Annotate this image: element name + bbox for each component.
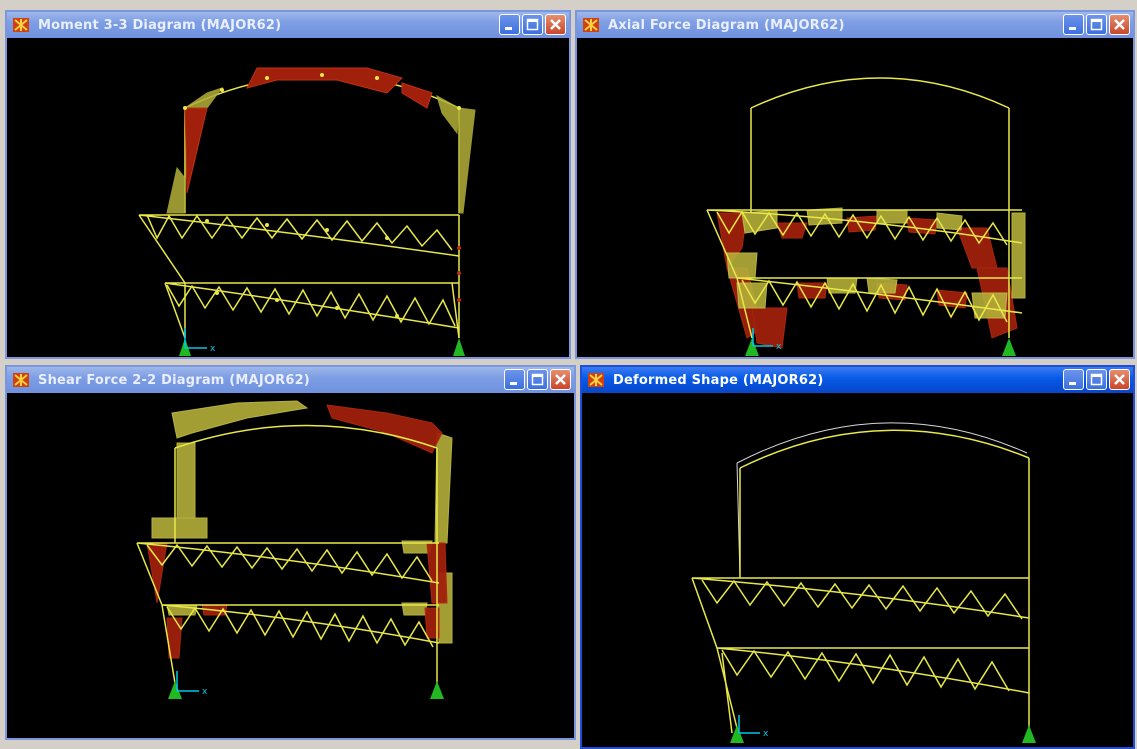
axial-diagram-canvas[interactable]: x <box>577 38 1133 357</box>
maximize-icon <box>1090 18 1103 31</box>
close-icon <box>555 374 566 385</box>
support-icon <box>168 681 182 699</box>
axis-icon <box>184 328 207 349</box>
axis-icon <box>176 671 199 692</box>
close-icon <box>1114 19 1125 30</box>
close-button[interactable] <box>1109 14 1130 35</box>
minimize-button[interactable] <box>499 14 520 35</box>
support-icon <box>453 338 465 356</box>
moment-diagram-canvas[interactable]: x <box>7 38 569 357</box>
axis-label: x <box>763 729 769 739</box>
minimize-button[interactable] <box>504 369 525 390</box>
support-icon <box>1002 338 1016 356</box>
deformed-shape-view: x <box>691 422 1036 743</box>
deformed-shape-canvas[interactable]: x <box>582 393 1133 747</box>
window-title: Shear Force 2-2 Diagram (MAJOR62) <box>38 372 310 388</box>
maximize-icon <box>526 18 539 31</box>
maximize-icon <box>531 373 544 386</box>
axis-label: x <box>210 344 216 354</box>
window-title: Axial Force Diagram (MAJOR62) <box>608 17 845 33</box>
close-icon <box>1114 374 1125 385</box>
axis-icon <box>738 715 760 734</box>
moment-diagram-view: x <box>138 67 476 356</box>
minimize-icon <box>505 27 512 30</box>
window-title: Moment 3-3 Diagram (MAJOR62) <box>38 17 282 33</box>
minimize-button[interactable] <box>1063 14 1084 35</box>
axis-icon <box>752 328 773 347</box>
support-icon <box>1022 725 1036 743</box>
app-icon[interactable] <box>587 371 605 389</box>
axial-diagram-view: x <box>706 77 1026 356</box>
maximize-button[interactable] <box>522 14 543 35</box>
minimize-icon <box>1069 382 1076 385</box>
axial-titlebar[interactable]: Axial Force Diagram (MAJOR62) <box>577 12 1133 38</box>
close-button[interactable] <box>550 369 571 390</box>
moment-window[interactable]: Moment 3-3 Diagram (MAJOR62) <box>5 10 571 359</box>
deformed-shape-window[interactable]: Deformed Shape (MAJOR62) <box>580 365 1135 749</box>
app-icon[interactable] <box>12 371 30 389</box>
shear-titlebar[interactable]: Shear Force 2-2 Diagram (MAJOR62) <box>7 367 574 393</box>
maximize-icon <box>1090 373 1103 386</box>
axis-label: x <box>776 342 782 352</box>
minimize-button[interactable] <box>1063 369 1084 390</box>
maximize-button[interactable] <box>527 369 548 390</box>
window-title: Deformed Shape (MAJOR62) <box>613 372 824 388</box>
shear-diagram-canvas[interactable]: x <box>7 393 574 738</box>
app-icon[interactable] <box>582 16 600 34</box>
close-icon <box>550 19 561 30</box>
moment-titlebar[interactable]: Moment 3-3 Diagram (MAJOR62) <box>7 12 569 38</box>
support-icon <box>730 725 744 743</box>
app-icon[interactable] <box>12 16 30 34</box>
shear-window[interactable]: Shear Force 2-2 Diagram (MAJOR62) <box>5 365 576 740</box>
shear-diagram-view: x <box>136 400 453 699</box>
axial-window[interactable]: Axial Force Diagram (MAJOR62) <box>575 10 1135 359</box>
deformed-titlebar[interactable]: Deformed Shape (MAJOR62) <box>582 367 1133 393</box>
axis-label: x <box>202 687 208 697</box>
support-icon <box>745 338 759 356</box>
minimize-icon <box>1069 27 1076 30</box>
maximize-button[interactable] <box>1086 369 1107 390</box>
close-button[interactable] <box>545 14 566 35</box>
support-icon <box>430 681 444 699</box>
minimize-icon <box>510 382 517 385</box>
close-button[interactable] <box>1109 369 1130 390</box>
maximize-button[interactable] <box>1086 14 1107 35</box>
